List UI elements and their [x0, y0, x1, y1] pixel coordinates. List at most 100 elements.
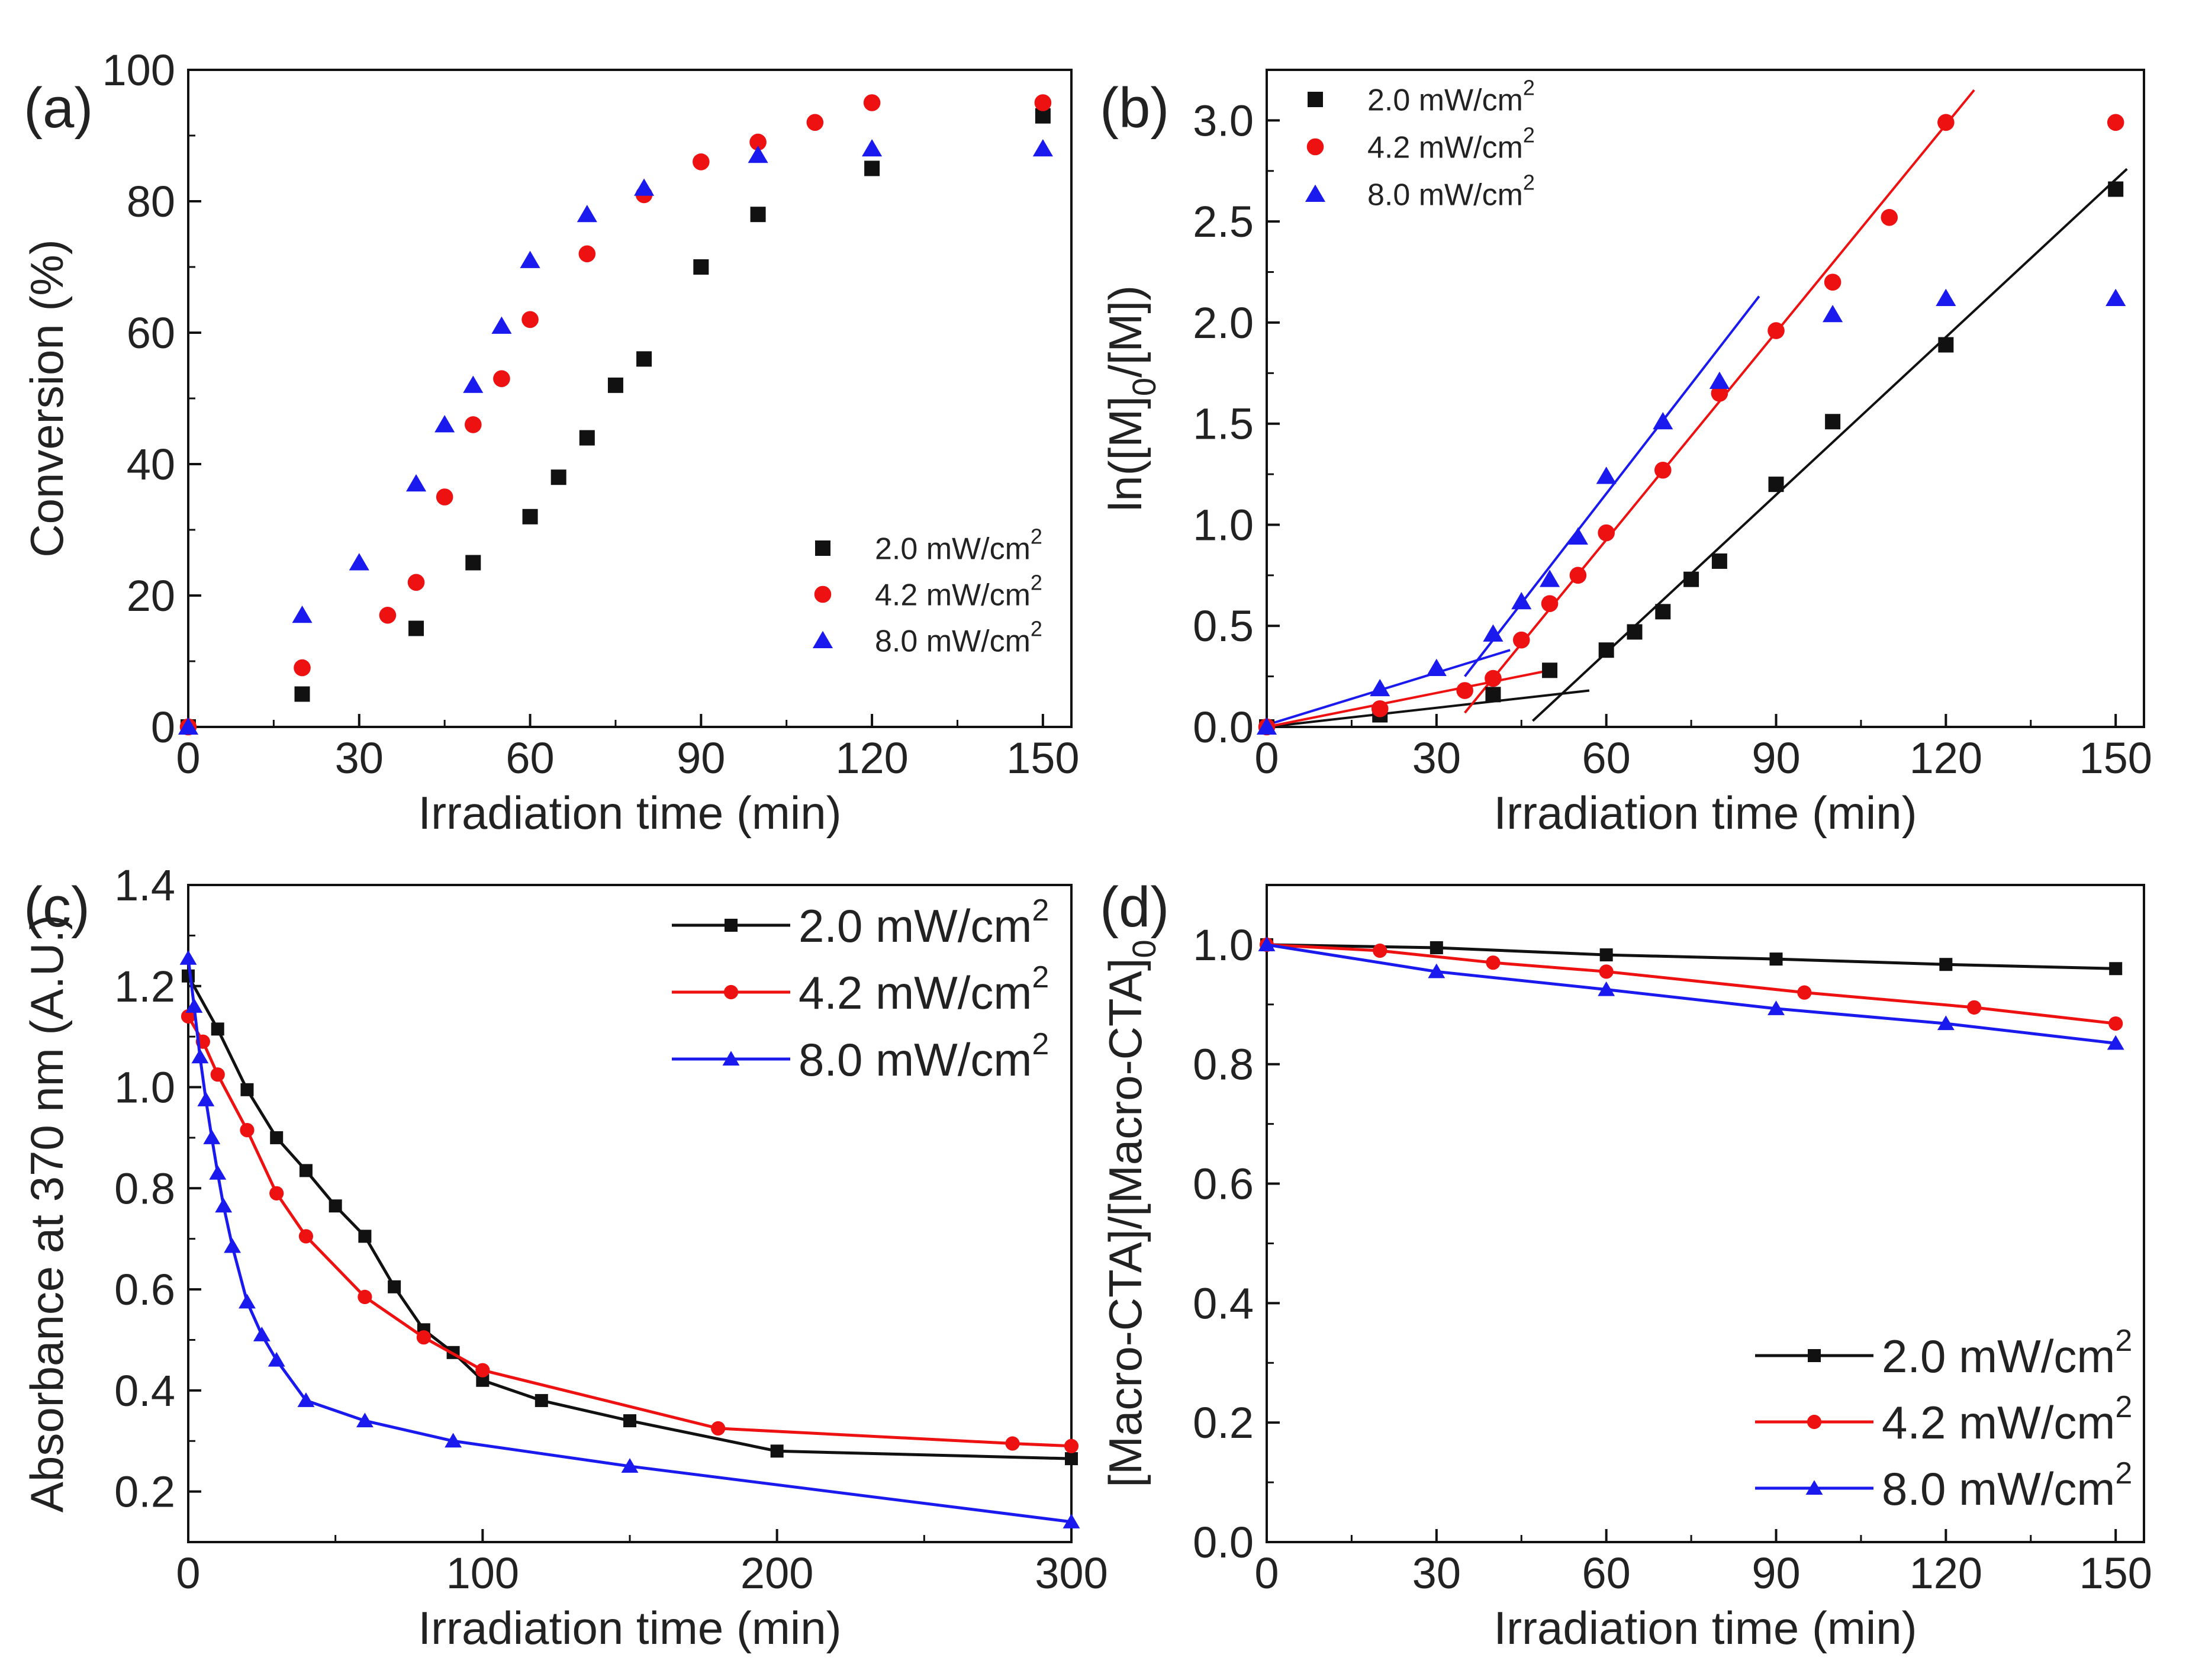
- y-label-subscript: 0: [1125, 939, 1163, 958]
- data-point: [1005, 1436, 1020, 1451]
- data-point: [1483, 624, 1504, 642]
- panel-label: (b): [1100, 76, 1169, 140]
- data-point: [578, 245, 596, 263]
- legend-label-superscript: 2: [1031, 524, 1042, 549]
- data-point: [1540, 569, 1560, 587]
- data-point: [2105, 288, 2126, 306]
- legend-marker: [722, 1051, 740, 1066]
- y-axis-label: Absorbance at 370 nm (A.U.): [21, 915, 73, 1512]
- data-point: [1768, 322, 1785, 339]
- data-point: [621, 1458, 639, 1473]
- data-point: [750, 207, 766, 223]
- data-point: [493, 370, 510, 387]
- data-point: [407, 574, 425, 591]
- data-point: [297, 1392, 315, 1407]
- fit-line: [1266, 689, 1590, 728]
- data-point: [1709, 371, 1730, 389]
- data-point: [748, 146, 768, 163]
- data-point: [408, 620, 424, 636]
- x-tick-label: 90: [1752, 733, 1800, 783]
- data-point: [299, 1164, 313, 1177]
- x-tick-label: 60: [506, 733, 554, 783]
- data-point: [463, 375, 484, 393]
- x-tick-label: 100: [446, 1549, 519, 1598]
- series-line-3: [1266, 943, 2116, 1045]
- panel-label: (c): [24, 876, 90, 939]
- data-point: [607, 377, 623, 393]
- data-point: [1256, 717, 1277, 735]
- legend-label-superscript: 2: [1032, 960, 1049, 995]
- data-point: [1373, 943, 1387, 958]
- x-tick-label: 90: [677, 733, 725, 783]
- data-point: [1370, 678, 1390, 697]
- data-point: [358, 1230, 372, 1243]
- legend-label-main: 8.0 mW/cm: [799, 1034, 1032, 1086]
- y-tick-label: 0.2: [1193, 1398, 1254, 1447]
- y-tick-label: 0.8: [1193, 1040, 1254, 1089]
- data-point: [1511, 591, 1532, 610]
- data-point: [520, 250, 540, 268]
- data-point: [1486, 955, 1501, 970]
- data-point: [1567, 527, 1588, 545]
- data-point: [749, 133, 767, 151]
- data-point: [240, 1123, 255, 1138]
- y-tick-label: 0.0: [1193, 703, 1254, 752]
- data-point: [464, 416, 482, 433]
- data-point: [693, 153, 710, 170]
- data-point: [1967, 1000, 1982, 1015]
- y-tick-label: 100: [102, 46, 175, 95]
- data-point: [1937, 114, 1955, 131]
- data-point: [292, 606, 313, 623]
- data-point: [1065, 1452, 1078, 1466]
- data-point: [240, 1083, 254, 1096]
- y-tick-label: 1.0: [114, 1063, 175, 1112]
- x-axis-label: Irradiation time (min): [1493, 1602, 1917, 1654]
- fit-line: [1464, 295, 1760, 677]
- legend-marker: [814, 585, 832, 603]
- data-point: [521, 311, 539, 329]
- legend-marker: [723, 984, 739, 1000]
- legend-marker: [1807, 1414, 1822, 1430]
- data-point: [379, 607, 397, 624]
- x-axis-label: Irradiation time (min): [418, 787, 841, 839]
- data-point: [579, 430, 595, 446]
- data-point: [294, 659, 311, 677]
- data-point: [636, 351, 652, 367]
- data-point: [215, 1198, 233, 1213]
- data-point: [1768, 1000, 1785, 1015]
- y-label-main: ln([M]: [1099, 396, 1151, 511]
- data-point: [1485, 670, 1502, 687]
- y-tick-label: 2.5: [1193, 197, 1254, 246]
- data-point: [1063, 1514, 1080, 1528]
- legend-label-superscript: 2: [1523, 76, 1535, 100]
- x-tick-label: 150: [2079, 733, 2152, 783]
- legend-marker: [725, 919, 738, 932]
- data-point: [1485, 687, 1501, 703]
- x-tick-label: 120: [1910, 1549, 1982, 1598]
- data-point: [1598, 981, 1615, 996]
- y-tick-label: 0: [151, 703, 175, 752]
- data-point: [1456, 682, 1473, 699]
- legend-label: 8.0 mW/cm2: [875, 617, 1042, 659]
- data-point: [711, 1421, 726, 1436]
- legend-marker: [812, 630, 833, 648]
- data-point: [1653, 412, 1673, 430]
- data-point: [693, 259, 709, 275]
- panel-label: (a): [24, 76, 93, 140]
- y-axis-label: [Macro-CTA]/[Macro-CTA]0: [1099, 939, 1163, 1487]
- legend-label-main: 8.0 mW/cm: [875, 625, 1031, 659]
- legend-label-main: 2.0 mW/cm: [1882, 1330, 2115, 1382]
- data-point: [1371, 700, 1389, 717]
- fit-line: [1532, 168, 2128, 722]
- data-point: [197, 1092, 215, 1106]
- data-point: [1939, 958, 1953, 971]
- data-point: [209, 1164, 227, 1180]
- data-point: [1034, 94, 1052, 111]
- data-point: [269, 1186, 284, 1201]
- y-tick-label: 0.5: [1193, 601, 1254, 651]
- legend-label-superscript: 2: [1031, 571, 1042, 595]
- data-point: [253, 1327, 271, 1341]
- data-point: [191, 1048, 209, 1064]
